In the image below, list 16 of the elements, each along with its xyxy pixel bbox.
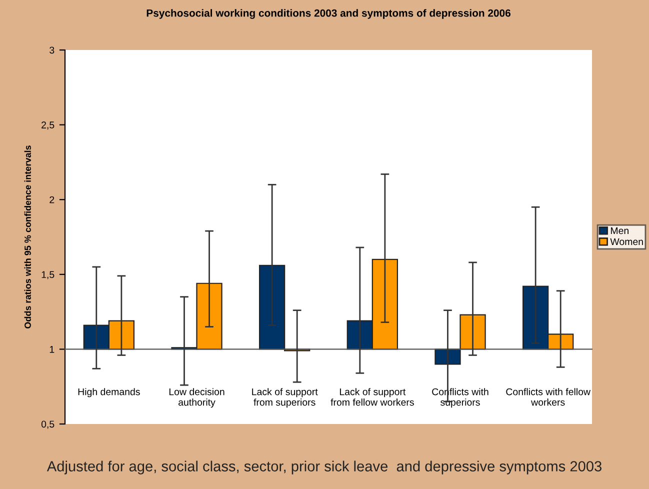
- y-axis-title: Odds ratios with 95 % confidence intervals: [24, 146, 31, 328]
- x-tick-label: Low decision authority: [169, 388, 224, 408]
- x-tick-label: Conflicts with fellow workers: [506, 388, 591, 406]
- y-tick-label: 2,5: [42, 122, 54, 130]
- text: Adjusted for age, social class, sector, prior sick leave and depressive symptoms 2003: [46, 460, 602, 474]
- chart-title: Psychosocial working conditions 2003 and symptoms of depression 2006: [146, 9, 510, 19]
- y-tick-label: 3: [50, 46, 54, 54]
- y-tick-label: 0,5: [41, 420, 54, 429]
- y-tick-label: 2: [50, 196, 54, 204]
- legend-label: Men: [610, 227, 628, 234]
- y-tick-label: 1,5: [42, 271, 54, 280]
- x-tick-label: High demands: [78, 388, 140, 398]
- x-tick-label: Lack of support from superiors: [252, 388, 318, 408]
- legend-label: Women: [610, 238, 643, 246]
- y-tick-label: 1: [50, 346, 54, 353]
- x-tick-label: Lack of support from fellow workers: [330, 388, 414, 406]
